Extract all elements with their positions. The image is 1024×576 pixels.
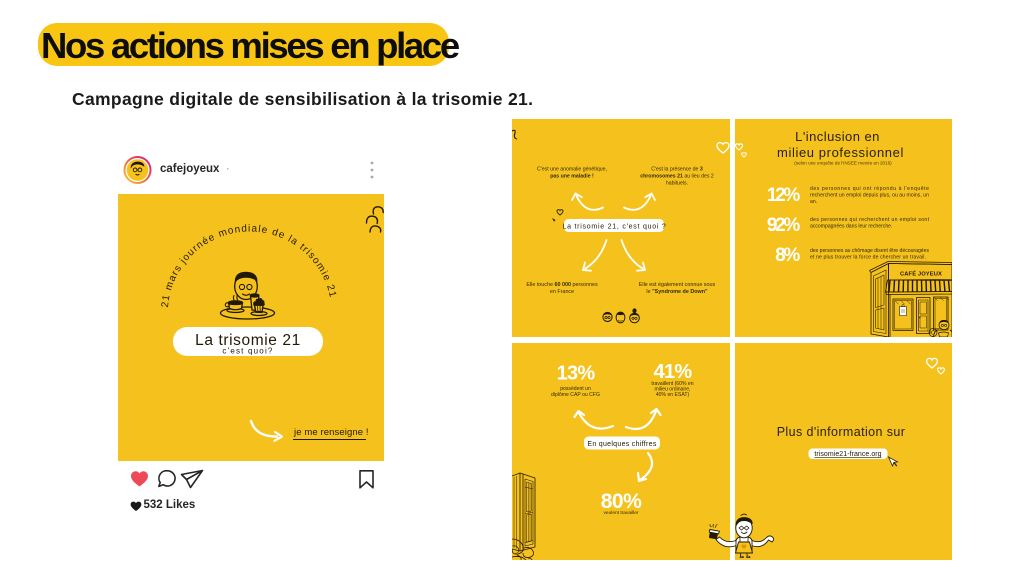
svg-text:veulent travailler: veulent travailler <box>604 510 639 516</box>
svg-text:accompagnées dans leur recherc: accompagnées dans leur recherche. <box>810 224 892 230</box>
svg-text:La trisomie 21: La trisomie 21 <box>195 332 301 349</box>
svg-text:Elle est également connue sous: Elle est également connue sous <box>639 282 716 288</box>
svg-text:40% en ESAT): 40% en ESAT) <box>656 392 690 398</box>
svg-text:et ne plus trouver la force de: et ne plus trouver la force de chercher … <box>810 255 926 261</box>
svg-text:C'est la présence de 3: C'est la présence de 3 <box>651 167 703 173</box>
svg-text:an.: an. <box>810 199 817 205</box>
svg-text:pas une maladie !: pas une maladie ! <box>550 174 594 180</box>
svg-text:13%: 13% <box>557 363 596 385</box>
svg-text:Plus d'information sur: Plus d'information sur <box>777 425 906 439</box>
svg-text:travaillent (60% en: travaillent (60% en <box>651 381 693 387</box>
svg-text:En quelques chiffres: En quelques chiffres <box>587 441 657 448</box>
svg-text:L'inclusion en: L'inclusion en <box>795 129 880 144</box>
svg-text:92%: 92% <box>767 215 801 236</box>
svg-text:(selon une enquête de l'INSEE: (selon une enquête de l'INSEE menée en 2… <box>794 161 892 166</box>
svg-text:c'est quoi?: c'est quoi? <box>222 347 273 356</box>
svg-text:milieu professionnel: milieu professionnel <box>777 145 904 160</box>
svg-text:8%: 8% <box>775 245 800 266</box>
svg-text:possèdent un: possèdent un <box>560 386 591 392</box>
svg-text:80%: 80% <box>601 490 642 513</box>
svg-text:diplôme CAP ou CFG: diplôme CAP ou CFG <box>551 392 600 398</box>
svg-text:des personnes au chômage disen: des personnes au chômage disent être déc… <box>810 248 929 254</box>
svg-text:des personnes qui recherchent: des personnes qui recherchent un emploi … <box>810 217 930 223</box>
svg-text:le "Syndrome de Down": le "Syndrome de Down" <box>646 289 708 295</box>
svg-text:milieu ordinaire,: milieu ordinaire, <box>655 386 691 392</box>
svg-text:chromosomes 21 au lieu des 2: chromosomes 21 au lieu des 2 <box>640 174 714 180</box>
svg-text:en France: en France <box>550 289 574 295</box>
svg-text:Elle touche 60 000 personnes: Elle touche 60 000 personnes <box>526 282 598 288</box>
svg-text:12%: 12% <box>767 185 801 206</box>
svg-text:C'est une anomalie génétique,: C'est une anomalie génétique, <box>537 167 607 173</box>
svg-text:CAFÉ JOYEUX: CAFÉ JOYEUX <box>900 270 942 278</box>
svg-text:des personnes qui ont répondu: des personnes qui ont répondu à l'enquêt… <box>810 186 929 192</box>
svg-text:trisomie21-france.org: trisomie21-france.org <box>814 451 881 458</box>
svg-text:recherchent un emploi depuis p: recherchent un emploi depuis plus, ou au… <box>810 193 929 199</box>
svg-text:La trisomie 21, c'est quoi ?: La trisomie 21, c'est quoi ? <box>562 224 666 231</box>
svg-text:je me renseigne !: je me renseigne ! <box>293 427 369 438</box>
svg-text:41%: 41% <box>654 361 693 383</box>
svg-text:habituels.: habituels. <box>666 181 688 187</box>
